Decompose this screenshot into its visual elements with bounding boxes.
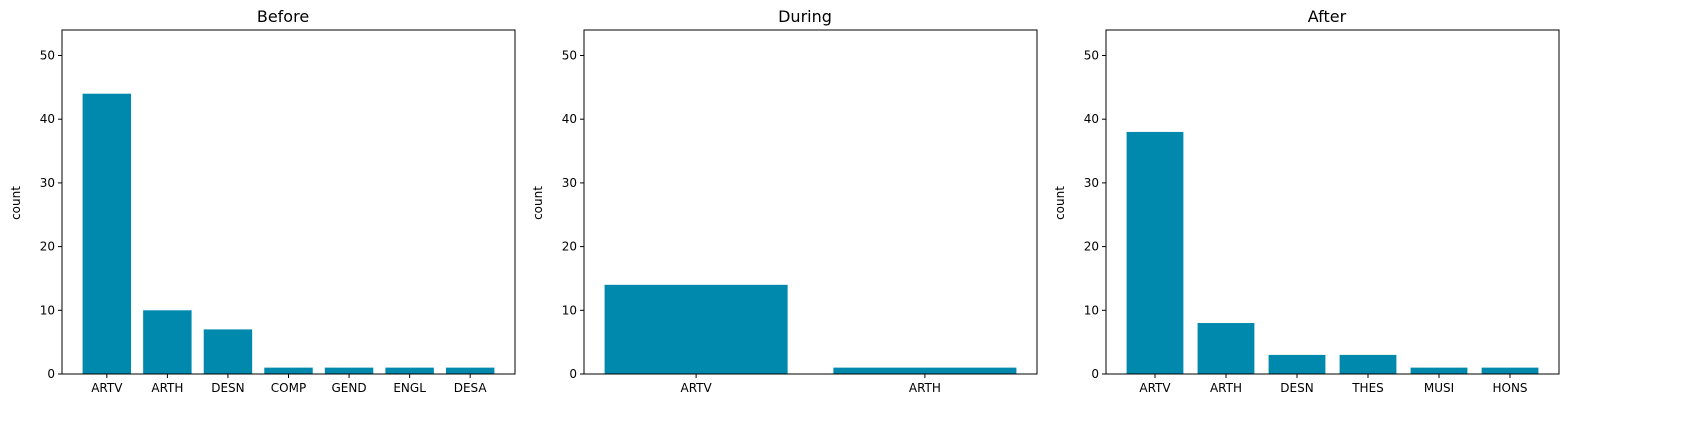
bar xyxy=(1126,131,1184,374)
axes-frame xyxy=(583,29,1038,375)
y-tick-label: 0 xyxy=(569,367,577,381)
y-axis-label: count xyxy=(531,186,545,220)
x-tick-label: HONS xyxy=(1492,381,1527,395)
chart-title: During xyxy=(778,7,832,26)
x-tick-label: THES xyxy=(1351,381,1384,395)
plot-area-during: 0 10 20 30 40 50 ARTV ARTH xyxy=(562,29,1038,395)
bar xyxy=(143,310,192,374)
subplot-after: After count 0 10 20 30 40 50 ARTV ARTH DESN THES M… xyxy=(1053,7,1560,395)
x-tick-label: ARTV xyxy=(680,381,712,395)
chart-title: Before xyxy=(257,7,309,26)
x-tick-label: DESN xyxy=(1280,381,1313,395)
bar xyxy=(1410,367,1468,374)
x-tick-label: GEND xyxy=(332,381,367,395)
y-tick-label: 30 xyxy=(1084,176,1099,190)
plot-area-before: 0 10 20 30 40 50 ARTV ARTH DESN COMP GEND ENGL DESA xyxy=(40,29,516,395)
x-tick-label: DESA xyxy=(454,381,488,395)
y-tick-label: 10 xyxy=(1084,303,1099,317)
bar xyxy=(324,367,374,374)
y-axis-label: count xyxy=(1053,186,1067,220)
x-tick-label: MUSI xyxy=(1424,381,1454,395)
plot-area-after: 0 10 20 30 40 50 ARTV ARTH DESN THES MUSI HONS xyxy=(1084,29,1560,395)
y-tick-label: 50 xyxy=(1084,48,1099,62)
bar xyxy=(1481,367,1539,374)
x-tick-label: ARTH xyxy=(909,381,941,395)
y-tick-label: 50 xyxy=(562,48,577,62)
x-tick-label: ARTH xyxy=(1210,381,1242,395)
y-tick-label: 10 xyxy=(40,303,55,317)
x-tick-label: ARTH xyxy=(151,381,183,395)
y-tick-label: 0 xyxy=(47,367,55,381)
chart-title: After xyxy=(1308,7,1347,26)
y-tick-label: 30 xyxy=(40,176,55,190)
x-tick-label: COMP xyxy=(271,381,306,395)
bar xyxy=(445,367,495,374)
x-tick-label: ENGL xyxy=(393,381,426,395)
bar xyxy=(82,93,132,374)
y-tick-label: 20 xyxy=(562,240,577,254)
bar xyxy=(1197,323,1255,374)
bar xyxy=(833,367,1017,374)
bar xyxy=(264,367,313,374)
y-tick-label: 50 xyxy=(40,48,55,62)
y-tick-label: 0 xyxy=(1091,367,1099,381)
y-axis-label: count xyxy=(9,186,23,220)
subplot-before: Before count 0 10 20 30 40 50 ARTV ARTH DESN COMP… xyxy=(9,7,516,395)
x-tick-label: ARTV xyxy=(1139,381,1171,395)
axes-frame xyxy=(1105,29,1560,375)
x-tick-label: ARTV xyxy=(91,381,123,395)
bar xyxy=(604,284,788,374)
bar xyxy=(1339,354,1397,374)
bar xyxy=(385,367,434,374)
y-tick-label: 40 xyxy=(40,112,55,126)
bar xyxy=(203,329,253,374)
y-tick-label: 10 xyxy=(562,303,577,317)
y-tick-label: 30 xyxy=(562,176,577,190)
subplot-during: During count 0 10 20 30 40 50 ARTV ARTH xyxy=(531,7,1038,395)
y-tick-label: 40 xyxy=(562,112,577,126)
y-tick-label: 20 xyxy=(40,240,55,254)
y-tick-label: 40 xyxy=(1084,112,1099,126)
bar xyxy=(1268,354,1326,374)
y-tick-label: 20 xyxy=(1084,240,1099,254)
x-tick-label: DESN xyxy=(211,381,244,395)
